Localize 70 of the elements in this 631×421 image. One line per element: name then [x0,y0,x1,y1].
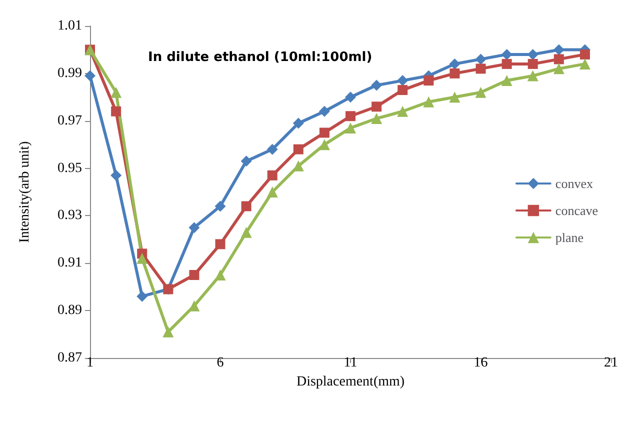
point [424,76,434,86]
point [476,64,486,74]
point [292,118,304,129]
point [345,92,356,103]
point [318,139,330,150]
point [423,96,434,108]
point [501,75,512,86]
legend-label: concave [555,203,598,218]
point [240,156,252,167]
point [188,222,200,234]
point [397,75,408,86]
point [241,201,252,212]
point [345,122,356,134]
point [318,106,330,117]
y-tick-label: 0.99 [58,66,82,81]
y-tick-label: 0.89 [58,303,82,318]
point [475,54,486,65]
x-tick-label: 16 [474,356,488,370]
point [162,326,174,338]
legend-label: plane [555,230,584,245]
y-tick-label: 0.87 [58,350,82,366]
point [450,68,460,78]
point [527,48,538,60]
point [502,58,512,69]
y-tick-label: 0.93 [58,208,82,224]
x-axis-title: Displacement(mm) [296,374,405,390]
y-tick-label: 1.01 [58,18,82,34]
point [319,128,330,138]
point [449,58,460,70]
point [214,200,226,212]
point [110,86,122,98]
point [580,49,590,60]
point [397,106,408,117]
point [110,170,122,181]
point [266,144,278,155]
point [111,106,122,116]
point [554,54,564,64]
legend-label: convex [555,176,594,191]
x-tick-label: 6 [216,356,224,370]
x-tick-label: 1 [86,356,94,370]
point [136,252,148,264]
point [528,58,538,69]
point [449,92,460,103]
y-axis-title: Intensity(arb unit) [18,140,32,243]
point [267,170,278,180]
point [371,80,382,91]
point [214,270,226,280]
point [579,58,590,70]
point [553,44,564,56]
point [136,290,148,302]
text: In dilute ethanol (10ml:100ml) [148,50,372,65]
point [475,86,486,98]
point [372,102,382,112]
point [215,239,226,250]
point [293,144,304,154]
point [371,112,382,124]
point [84,70,96,82]
point [240,226,252,238]
point [553,63,564,74]
x-tick-label: 21 [604,356,618,370]
point [527,70,538,82]
point [189,270,200,280]
point [501,48,512,60]
point [398,85,408,96]
x-tick-label: 11 [344,356,358,370]
y-tick-label: 0.91 [58,256,82,271]
point [346,111,356,122]
y-tick-label: 0.95 [58,160,82,176]
y-tick-label: 0.97 [58,113,82,128]
point [266,186,278,198]
